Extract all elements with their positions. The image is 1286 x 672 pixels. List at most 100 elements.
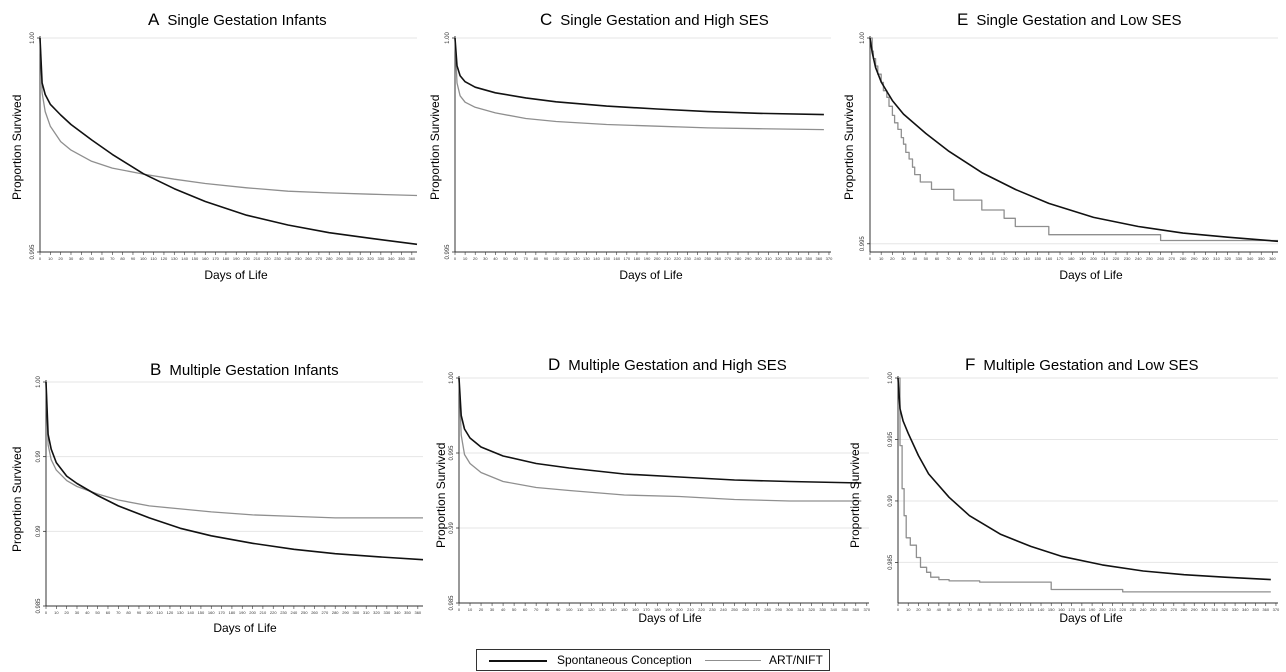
x-tick-label: 60	[957, 607, 962, 612]
x-tick-label: 0	[39, 256, 42, 261]
x-tick-label: 90	[544, 256, 549, 261]
x-tick-label: 110	[150, 256, 157, 261]
x-axis-label: Days of Life	[204, 268, 268, 282]
x-tick-label: 50	[95, 610, 100, 615]
x-tick-label: 170	[623, 256, 630, 261]
x-tick-label: 110	[990, 256, 997, 261]
y-tick-label: 0.985	[449, 595, 455, 611]
x-tick-label: 120	[161, 256, 168, 261]
panel-title-text: Single Gestation and High SES	[560, 12, 769, 29]
series-line-spontaneous	[454, 37, 824, 116]
x-tick-label: 360	[852, 607, 859, 612]
x-tick-label: 250	[295, 256, 302, 261]
x-tick-label: 140	[181, 256, 188, 261]
y-axis-label: Proportion Survived	[10, 94, 24, 200]
x-tick-label: 20	[916, 607, 921, 612]
x-tick-label: 230	[274, 256, 281, 261]
x-tick-label: 290	[342, 610, 349, 615]
x-tick-label: 310	[363, 610, 370, 615]
x-tick-label: 140	[1023, 256, 1030, 261]
x-tick-label: 80	[120, 256, 125, 261]
x-tick-label: 0	[458, 607, 461, 612]
x-tick-label: 50	[947, 607, 952, 612]
x-tick-label: 80	[957, 256, 962, 261]
x-tick-label: 60	[935, 256, 940, 261]
x-tick-label: 40	[85, 610, 90, 615]
x-tick-label: 300	[353, 610, 360, 615]
y-tick-label: 0.99	[888, 494, 894, 506]
x-tick-label: 120	[167, 610, 174, 615]
x-tick-label: 150	[192, 256, 199, 261]
x-tick-label: 290	[745, 256, 752, 261]
x-tick-label: 270	[1170, 607, 1177, 612]
series-line-art-nift	[898, 377, 1271, 593]
x-tick-label: 90	[968, 256, 973, 261]
x-tick-label: 0	[45, 610, 48, 615]
x-tick-label: 60	[513, 256, 518, 261]
x-tick-label: 130	[177, 610, 184, 615]
x-tick-label: 330	[384, 610, 391, 615]
y-tick-label: 0.995	[445, 244, 451, 260]
x-tick-label: 350	[805, 256, 812, 261]
panel-title-a: A Single Gestation Infants	[148, 10, 327, 30]
x-tick-label: 110	[563, 256, 570, 261]
x-tick-label: 20	[890, 256, 895, 261]
x-tick-label: 270	[322, 610, 329, 615]
x-tick-label: 40	[493, 256, 498, 261]
x-tick-label: 20	[64, 610, 69, 615]
x-tick-label: 300	[786, 607, 793, 612]
x-tick-label: 230	[684, 256, 691, 261]
x-tick-label: 230	[709, 607, 716, 612]
x-tick-label: 110	[1007, 607, 1014, 612]
x-tick-label: 360	[408, 256, 415, 261]
x-tick-label: 30	[490, 607, 495, 612]
x-tick-label: 360	[1269, 256, 1276, 261]
panel-title-c: C Single Gestation and High SES	[540, 10, 769, 30]
x-tick-label: 260	[714, 256, 721, 261]
x-tick-label: 90	[988, 607, 993, 612]
x-tick-label: 140	[1038, 607, 1045, 612]
x-tick-label: 20	[473, 256, 478, 261]
x-tick-label: 50	[89, 256, 94, 261]
legend-label-spontaneous: Spontaneous Conception	[557, 653, 692, 667]
x-tick-label: 70	[524, 256, 529, 261]
legend: Spontaneous Conception ART/NIFT	[476, 649, 830, 671]
series-line-spontaneous	[458, 377, 862, 484]
series-line-art-nift	[870, 37, 1278, 242]
x-tick-label: 320	[367, 256, 374, 261]
x-tick-label: 10	[879, 256, 884, 261]
legend-swatch-art	[705, 660, 761, 661]
panel-title-b: B Multiple Gestation Infants	[150, 360, 339, 380]
x-tick-label: 10	[54, 610, 59, 615]
x-tick-label: 260	[1157, 256, 1164, 261]
series-line-spontaneous	[869, 37, 1279, 243]
x-axis-label: Days of Life	[619, 268, 683, 282]
x-tick-label: 310	[765, 256, 772, 261]
legend-swatch-spontaneous	[489, 660, 547, 662]
x-tick-label: 320	[1222, 607, 1229, 612]
x-tick-label: 280	[332, 610, 339, 615]
x-tick-label: 270	[725, 256, 732, 261]
x-tick-label: 280	[1180, 256, 1187, 261]
x-tick-label: 300	[1201, 607, 1208, 612]
x-tick-label: 90	[131, 256, 136, 261]
x-tick-label: 120	[573, 256, 580, 261]
x-tick-label: 40	[912, 256, 917, 261]
x-tick-label: 160	[208, 610, 215, 615]
x-tick-label: 50	[924, 256, 929, 261]
y-axis-label: Proportion Survived	[434, 442, 448, 548]
x-tick-label: 340	[795, 256, 802, 261]
panel-letter: F	[965, 355, 976, 374]
x-tick-label: 110	[156, 610, 163, 615]
x-tick-label: 150	[621, 607, 628, 612]
x-tick-label: 300	[755, 256, 762, 261]
x-tick-label: 280	[326, 256, 333, 261]
x-tick-label: 360	[1262, 607, 1269, 612]
x-tick-label: 210	[1101, 256, 1108, 261]
x-tick-label: 0	[869, 256, 872, 261]
x-tick-label: 290	[1191, 607, 1198, 612]
x-tick-label: 50	[503, 256, 508, 261]
